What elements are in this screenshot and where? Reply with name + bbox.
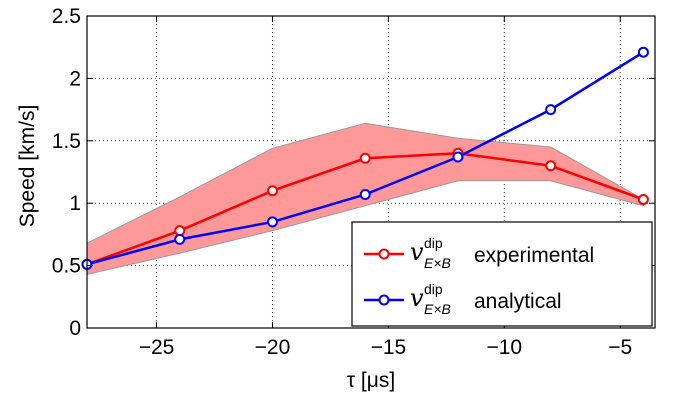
data-point [359, 188, 371, 200]
x-tick-label: −5 [608, 336, 632, 359]
y-tick-label: 1 [69, 192, 81, 215]
data-point [359, 152, 371, 164]
legend-label-analytical: analytical [474, 290, 562, 313]
data-point [174, 233, 186, 245]
y-axis-title: Speed [km/s] [16, 105, 39, 228]
legend-marker-analytical [378, 294, 390, 306]
legend-subscript-experimental: E×B [424, 255, 451, 271]
plot-frame [86, 15, 656, 329]
legend-subscript-analytical: E×B [424, 301, 451, 317]
legend-superscript-experimental: dip [424, 235, 443, 251]
data-point [174, 225, 186, 237]
data-point [452, 151, 464, 163]
x-tick-label: −10 [486, 336, 522, 359]
legend-symbol-experimental: v [410, 238, 424, 266]
x-axis-title: τ [μs] [347, 369, 395, 392]
legend-symbol-analytical: v [410, 284, 424, 312]
legend-superscript-analytical: dip [424, 281, 443, 297]
legend-marker-experimental [378, 248, 390, 260]
data-point [266, 216, 278, 228]
tick-label-layer: −25 −20 −15 −10 −5 0 0.5 1 1.5 2 2.5 [52, 5, 632, 359]
data-point [545, 160, 557, 172]
y-tick-label: 0.5 [52, 255, 81, 278]
legend-label-experimental: experimental [474, 244, 594, 267]
x-tick-label: −20 [255, 336, 291, 359]
data-point [637, 46, 649, 58]
y-tick-label: 2.5 [52, 5, 81, 28]
legend-box [351, 221, 653, 327]
data-point [266, 185, 278, 197]
y-tick-label: 2 [69, 67, 81, 90]
x-tick-label: −25 [139, 336, 175, 359]
y-tick-label: 1.5 [52, 130, 81, 153]
y-tick-label: 0 [69, 317, 81, 340]
x-tick-label: −15 [371, 336, 407, 359]
data-point [545, 104, 557, 116]
data-point [637, 193, 649, 205]
